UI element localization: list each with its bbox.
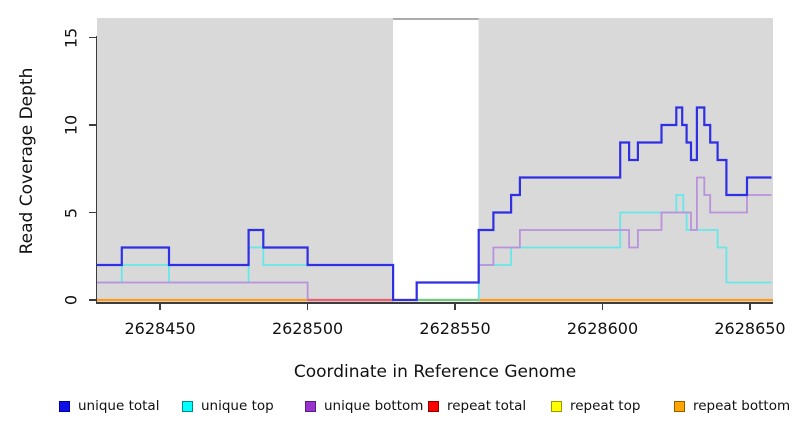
- y-tick-label: 10: [61, 114, 81, 136]
- legend-swatch-icon: [59, 400, 70, 412]
- x-tick: [454, 303, 456, 310]
- x-tick-label: 2628650: [714, 319, 786, 338]
- highlight-band: [393, 18, 479, 303]
- y-axis-title: Read Coverage Depth: [17, 67, 37, 255]
- x-axis-title: Coordinate in Reference Genome: [293, 362, 577, 382]
- y-tick: [89, 299, 96, 301]
- legend-label: unique total: [78, 398, 160, 414]
- legend-label: unique top: [201, 398, 274, 414]
- legend-swatch-icon: [305, 400, 316, 412]
- x-tick: [749, 303, 751, 310]
- legend-swatch-icon: [551, 400, 562, 412]
- x-tick-label: 2628450: [124, 319, 196, 338]
- y-tick: [89, 124, 96, 126]
- y-tick-label: 0: [61, 294, 81, 306]
- x-tick-label: 2628500: [271, 319, 344, 338]
- y-tick: [89, 211, 96, 214]
- legend: unique total unique top unique bottom repea…: [59, 398, 792, 414]
- series-line-unique-total: [97, 106, 772, 302]
- legend-label: repeat bottom: [693, 398, 791, 414]
- legend-label: repeat top: [570, 398, 641, 414]
- legend-label: repeat total: [447, 398, 527, 414]
- x-tick-label: 2628550: [419, 319, 491, 338]
- legend-item-unique-top: unique top: [182, 398, 305, 414]
- legend-swatch-icon: [674, 400, 685, 412]
- legend-label: unique bottom: [324, 398, 424, 414]
- x-tick: [306, 303, 309, 310]
- y-tick-label: 5: [61, 207, 81, 218]
- plot-panel: [97, 18, 773, 303]
- legend-swatch-icon: [182, 400, 193, 412]
- x-tick: [159, 303, 161, 310]
- legend-swatch-icon: [428, 400, 439, 412]
- legend-item-unique-total: unique total: [59, 398, 182, 414]
- x-tick-label: 2628600: [566, 319, 639, 338]
- legend-item-unique-bottom: unique bottom: [305, 398, 428, 414]
- x-tick: [601, 303, 604, 310]
- legend-item-repeat-top: repeat top: [551, 398, 674, 414]
- y-tick: [89, 36, 96, 39]
- y-axis-line: [95, 36, 97, 303]
- y-tick-label: 15: [61, 27, 81, 48]
- x-axis-line: [96, 302, 773, 304]
- coverage-chart-canvas: [97, 18, 773, 303]
- legend-item-repeat-bottom: repeat bottom: [674, 398, 792, 414]
- legend-item-repeat-total: repeat total: [428, 398, 551, 414]
